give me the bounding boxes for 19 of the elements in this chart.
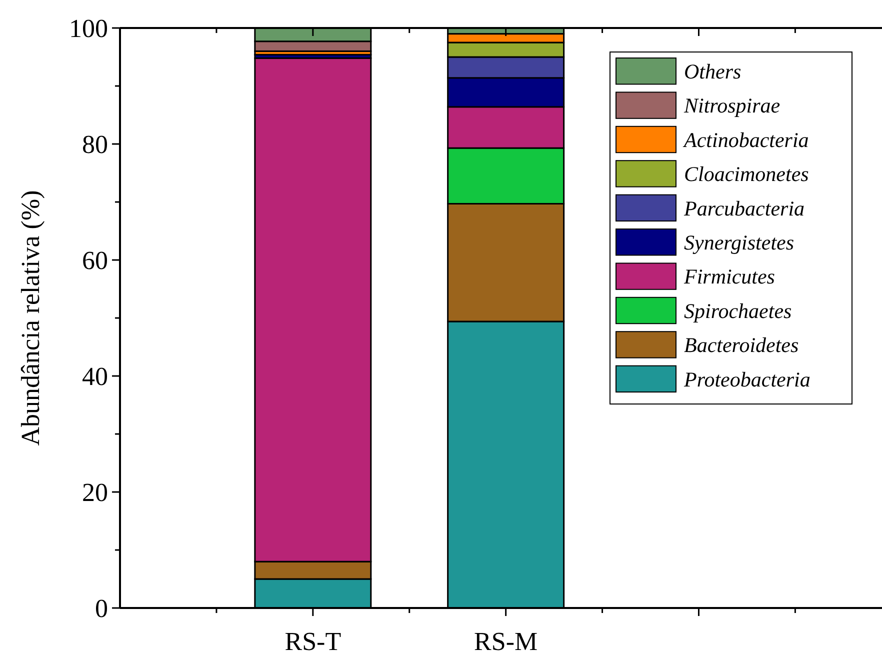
legend-label: Actinobacteria <box>682 128 809 152</box>
legend-label: Synergistetes <box>684 230 794 254</box>
y-tick-label: 100 <box>69 14 108 44</box>
legend-label: Proteobacteria <box>683 367 810 392</box>
legend-label: Others <box>684 59 742 84</box>
y-tick-label: 80 <box>82 130 108 160</box>
y-tick-label: 20 <box>82 478 108 508</box>
legend-label: Cloacimonetes <box>684 162 809 186</box>
legend-label: Spirochaetes <box>684 298 792 323</box>
y-tick-label: 40 <box>82 362 108 392</box>
legend-label: Parcubacteria <box>683 196 805 220</box>
y-axis-title: Abundância relativa (%) <box>16 190 46 446</box>
y-tick-label: 0 <box>95 594 108 624</box>
legend-label: Firmicutes <box>683 264 775 289</box>
x-tick-label: RS-M <box>474 627 538 656</box>
legend-label: Nitrospirae <box>683 94 780 118</box>
legend-label: Bacteroidetes <box>684 333 799 358</box>
x-tick-label: RS-T <box>284 627 342 656</box>
y-tick-label: 60 <box>82 246 108 276</box>
